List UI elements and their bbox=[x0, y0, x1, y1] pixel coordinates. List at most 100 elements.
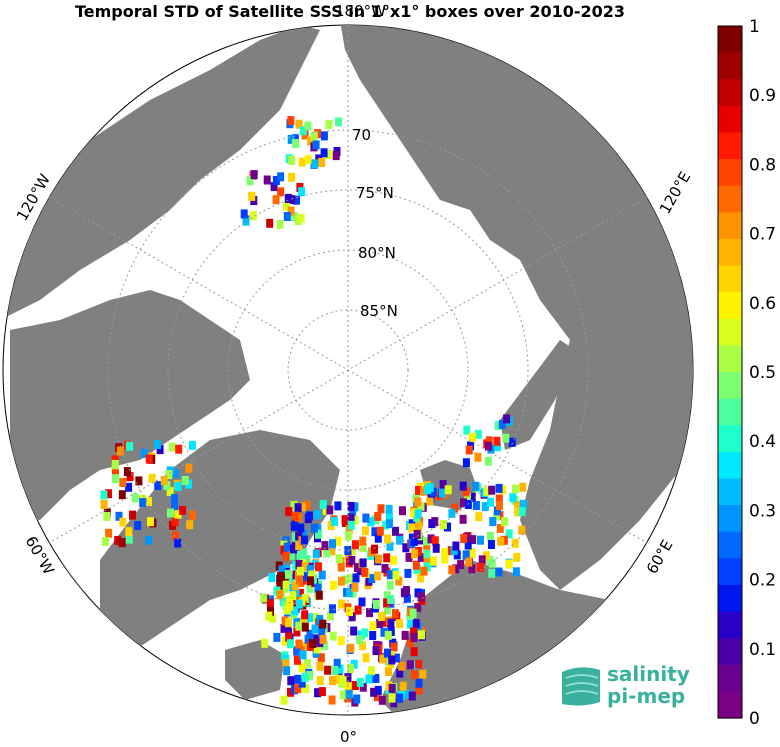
std-cell bbox=[140, 448, 148, 458]
std-cell bbox=[335, 554, 343, 564]
colorbar-tick-label: 0.5 bbox=[749, 363, 776, 383]
std-cell bbox=[306, 613, 314, 623]
std-cell bbox=[301, 641, 309, 651]
std-cell bbox=[306, 629, 314, 639]
std-cell bbox=[299, 650, 307, 660]
std-cell bbox=[348, 555, 356, 565]
std-cell bbox=[358, 641, 366, 651]
std-cell bbox=[316, 661, 324, 671]
std-cell bbox=[383, 553, 391, 563]
std-cell bbox=[396, 668, 404, 678]
std-cell bbox=[282, 659, 290, 669]
std-cell bbox=[496, 523, 504, 533]
std-cell bbox=[372, 600, 380, 609]
std-cell bbox=[269, 613, 277, 623]
std-cell bbox=[115, 511, 123, 521]
std-cell bbox=[314, 583, 322, 593]
std-cell bbox=[410, 627, 418, 637]
land-canadian-archipelago bbox=[10, 290, 250, 520]
std-cell bbox=[464, 540, 472, 550]
std-cell bbox=[488, 540, 495, 549]
std-cell bbox=[368, 574, 376, 584]
std-cell bbox=[332, 151, 340, 161]
std-cell bbox=[304, 121, 312, 131]
std-cell bbox=[468, 564, 476, 574]
std-cell bbox=[410, 633, 418, 642]
std-cell bbox=[484, 456, 492, 466]
std-cell bbox=[300, 617, 308, 626]
std-cell bbox=[131, 493, 139, 503]
std-cell bbox=[287, 206, 295, 216]
std-cell bbox=[338, 599, 346, 609]
std-cell bbox=[282, 201, 290, 211]
std-cell bbox=[285, 569, 292, 579]
std-cell bbox=[310, 131, 318, 141]
std-cells bbox=[100, 116, 527, 708]
std-cell bbox=[372, 673, 380, 683]
std-cell bbox=[468, 432, 476, 442]
std-cell bbox=[505, 559, 513, 569]
std-cell bbox=[362, 653, 370, 663]
std-cell bbox=[380, 627, 388, 637]
std-cell bbox=[367, 517, 375, 527]
map-title: Temporal STD of Satellite SSS in 1°x1° b… bbox=[74, 2, 626, 21]
std-cell bbox=[181, 476, 189, 485]
std-cell bbox=[291, 606, 299, 616]
std-cell bbox=[488, 558, 496, 568]
std-cell bbox=[163, 481, 171, 490]
std-cell bbox=[298, 678, 306, 688]
std-cell bbox=[311, 159, 319, 169]
colorbar-segment bbox=[718, 26, 742, 54]
std-cell bbox=[383, 598, 391, 608]
std-cell bbox=[352, 573, 360, 583]
colorbar-segment bbox=[718, 265, 742, 293]
std-cell bbox=[468, 493, 476, 502]
std-cell bbox=[303, 659, 311, 669]
std-cell bbox=[114, 535, 122, 545]
std-cell bbox=[503, 414, 511, 424]
std-cell bbox=[320, 640, 328, 650]
std-cell bbox=[345, 531, 353, 541]
std-cell bbox=[351, 502, 359, 512]
std-cell bbox=[378, 695, 386, 705]
std-cell bbox=[286, 596, 294, 605]
std-cell bbox=[317, 653, 325, 663]
colorbar-tick-label: 0.6 bbox=[749, 294, 776, 314]
std-cell bbox=[511, 538, 519, 548]
std-cell bbox=[386, 570, 394, 580]
std-cell bbox=[485, 436, 493, 446]
std-cell bbox=[396, 619, 403, 629]
std-cell bbox=[309, 639, 317, 648]
std-cell bbox=[412, 560, 420, 570]
std-cell bbox=[374, 533, 382, 543]
std-cell bbox=[267, 606, 274, 616]
std-cell bbox=[277, 187, 285, 197]
std-cell bbox=[462, 458, 470, 468]
std-cell bbox=[410, 647, 418, 657]
std-cell bbox=[266, 599, 274, 609]
std-cell bbox=[462, 550, 470, 560]
std-cell bbox=[377, 504, 385, 514]
std-cell bbox=[188, 440, 196, 450]
std-cell bbox=[493, 511, 501, 520]
std-cell bbox=[392, 653, 400, 663]
std-cell bbox=[399, 506, 406, 516]
std-cell bbox=[295, 639, 303, 649]
std-cell bbox=[420, 566, 428, 576]
std-cell bbox=[171, 494, 178, 504]
std-cell bbox=[305, 511, 313, 521]
std-cell bbox=[414, 602, 422, 612]
std-cell bbox=[324, 665, 332, 675]
std-cell bbox=[493, 506, 501, 516]
std-cell bbox=[329, 604, 336, 614]
std-cell bbox=[430, 556, 438, 566]
std-cell bbox=[329, 580, 337, 590]
std-cell bbox=[347, 520, 355, 530]
std-cell bbox=[294, 503, 302, 513]
std-cell bbox=[278, 565, 286, 575]
std-cell bbox=[298, 663, 306, 673]
std-cell bbox=[311, 613, 319, 623]
std-cell bbox=[301, 610, 309, 620]
std-cell bbox=[448, 565, 456, 575]
std-cell bbox=[399, 681, 407, 691]
